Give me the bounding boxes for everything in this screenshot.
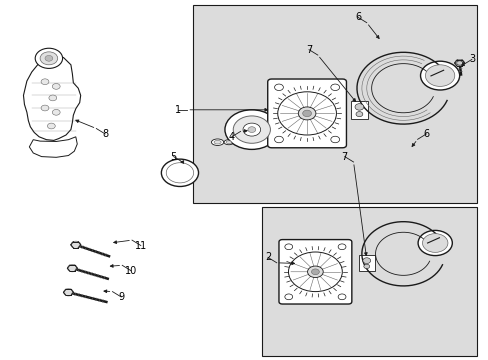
Circle shape <box>45 55 53 61</box>
Circle shape <box>71 241 81 248</box>
Circle shape <box>166 163 193 183</box>
Bar <box>350 101 367 119</box>
Circle shape <box>67 265 77 272</box>
Circle shape <box>425 65 454 86</box>
Circle shape <box>161 159 198 186</box>
FancyBboxPatch shape <box>267 79 346 148</box>
Circle shape <box>456 61 462 65</box>
Circle shape <box>288 252 342 292</box>
Ellipse shape <box>225 141 231 144</box>
Circle shape <box>274 136 283 143</box>
Text: 5: 5 <box>170 152 176 162</box>
Bar <box>193 5 476 203</box>
Polygon shape <box>23 55 81 140</box>
Circle shape <box>363 264 369 269</box>
Circle shape <box>311 269 319 275</box>
Circle shape <box>41 105 49 111</box>
Circle shape <box>422 234 447 252</box>
Text: 6: 6 <box>423 129 428 139</box>
Bar <box>358 255 374 271</box>
Text: 11: 11 <box>134 240 147 251</box>
Circle shape <box>41 79 49 85</box>
Circle shape <box>277 92 336 135</box>
Circle shape <box>47 123 55 129</box>
Circle shape <box>52 109 60 115</box>
Circle shape <box>420 61 459 90</box>
Circle shape <box>330 136 339 143</box>
Text: 10: 10 <box>124 266 137 276</box>
Text: 1: 1 <box>175 105 181 115</box>
Circle shape <box>338 244 345 250</box>
Text: 7: 7 <box>305 45 311 55</box>
Circle shape <box>354 104 363 110</box>
Circle shape <box>243 123 260 136</box>
Text: 7: 7 <box>341 152 347 162</box>
Ellipse shape <box>214 140 221 144</box>
Circle shape <box>417 230 451 256</box>
Circle shape <box>52 84 60 89</box>
Circle shape <box>355 112 362 117</box>
Text: 4: 4 <box>228 132 234 142</box>
Text: 3: 3 <box>468 54 474 64</box>
Circle shape <box>284 294 292 300</box>
Circle shape <box>35 48 62 68</box>
Circle shape <box>274 84 283 91</box>
Ellipse shape <box>224 140 233 145</box>
Circle shape <box>338 294 345 300</box>
Bar <box>261 207 476 356</box>
Circle shape <box>247 127 255 132</box>
FancyBboxPatch shape <box>278 240 351 304</box>
Circle shape <box>224 110 278 149</box>
Text: 6: 6 <box>354 12 360 22</box>
Circle shape <box>233 116 270 143</box>
Circle shape <box>454 59 464 67</box>
Text: 9: 9 <box>118 292 124 302</box>
Ellipse shape <box>211 139 224 145</box>
Circle shape <box>49 95 57 101</box>
Circle shape <box>63 289 73 296</box>
Circle shape <box>302 110 311 117</box>
Text: 8: 8 <box>102 129 108 139</box>
Circle shape <box>330 84 339 91</box>
Text: 2: 2 <box>264 252 270 262</box>
Circle shape <box>298 107 315 120</box>
Circle shape <box>307 266 323 278</box>
Polygon shape <box>29 137 77 157</box>
Circle shape <box>284 244 292 250</box>
Circle shape <box>362 258 370 264</box>
Circle shape <box>40 52 58 65</box>
